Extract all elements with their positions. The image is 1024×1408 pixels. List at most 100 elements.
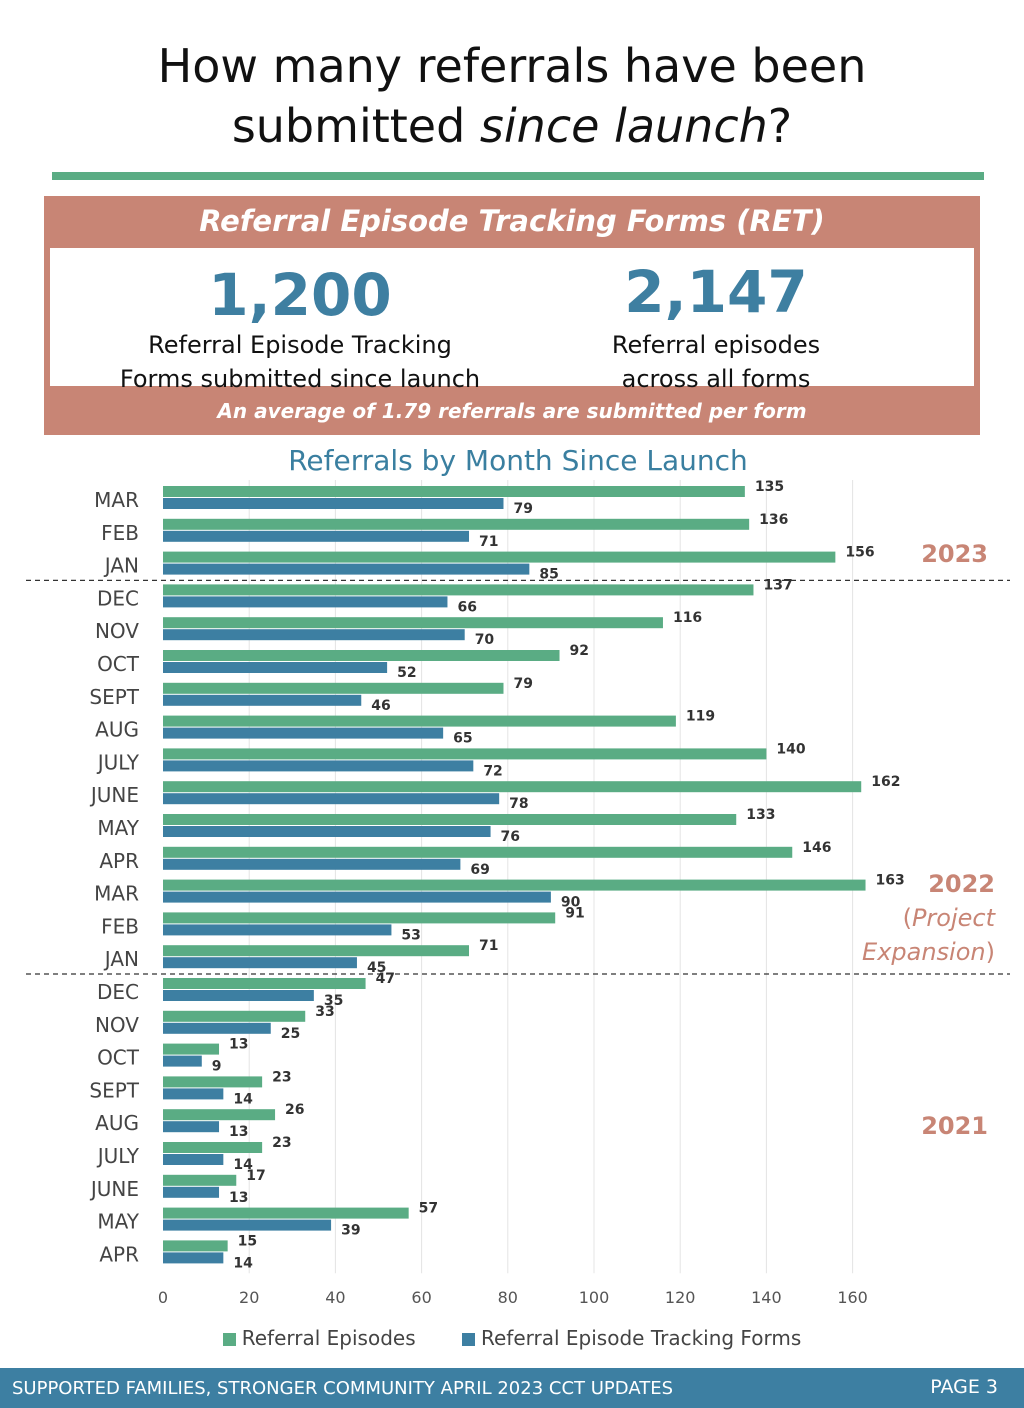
title-divider [52,172,984,180]
data-label-forms: 66 [457,599,476,615]
bar-forms [163,530,470,542]
chart-title: Referrals by Month Since Launch [288,444,748,477]
bar-forms [163,793,500,805]
legend-swatch-forms [462,1333,475,1346]
bar-forms [163,990,314,1001]
bar-episodes [163,912,556,924]
bar-forms [163,1055,202,1067]
data-label-forms: 14 [233,1255,253,1271]
bar-forms [163,662,388,673]
data-label-episodes: 135 [755,479,784,495]
stat-forms-value: 1,200 [208,261,392,329]
chart-x-tick-labels: 0 20 40 60 80 100 120 140 160 [158,1288,868,1307]
chart-category-labels: MAR FEB JAN DEC NOV OCT SEPT AUG JULY JUNE MAY APR M… [89,488,140,1266]
data-label-episodes: 92 [570,643,589,659]
category-label: SEPT [89,1078,139,1102]
bar-episodes [163,1076,263,1088]
stat-episodes: 2,147 Referral episodes across all forms [526,256,906,396]
chart-bars [163,486,866,1264]
category-label: JUNE [89,783,139,807]
data-label-episodes: 23 [272,1069,291,1085]
stat-episodes-value: 2,147 [624,258,808,326]
bar-episodes [163,814,737,825]
data-label-episodes: 26 [285,1102,304,1118]
bar-forms [163,891,551,903]
chart-gridlines [248,480,854,1274]
ret-summary-panel: Referral Episode Tracking Forms (RET) 1,… [44,196,980,435]
bar-episodes [163,650,560,661]
bar-forms [163,1022,271,1034]
year-label-2023: 2023 [921,540,988,568]
data-label-episodes: 140 [776,741,805,757]
category-label: AUG [95,1111,139,1135]
category-label: AUG [95,718,139,742]
bar-episodes [163,879,866,891]
year-label-2022: 2022 [928,870,995,898]
data-label-episodes: 33 [315,1004,334,1020]
stat-episodes-label-2: across all forms [621,365,811,393]
bar-forms [163,498,504,509]
bar-episodes [163,518,750,530]
title-line-2-start: submitted [231,99,480,153]
data-label-episodes: 137 [763,577,792,593]
data-label-forms: 9 [212,1059,222,1075]
page-number: PAGE 3 [930,1376,998,1398]
category-label: FEB [101,521,139,545]
category-label: JAN [103,947,139,971]
category-label: OCT [97,1046,140,1070]
stat-episodes-label-1: Referral episodes [611,331,821,359]
bar-episodes [163,1109,276,1121]
page-title: How many referrals have been submitted s… [0,36,1024,156]
chart-data-labels: 1357913671156851376611670925279461196514… [212,479,905,1271]
bar-forms [163,629,465,641]
title-line-1: How many referrals have been [157,39,867,93]
x-tick-label: 40 [325,1288,345,1307]
data-label-forms: 79 [513,501,532,517]
bar-episodes [163,978,366,989]
x-tick-label: 0 [158,1288,168,1307]
data-label-episodes: 23 [272,1135,291,1151]
category-label: SEPT [89,685,139,709]
category-label: FEB [101,914,139,938]
data-label-forms: 39 [341,1223,360,1239]
year-label-2021: 2021 [921,1112,988,1140]
bar-forms [163,1154,224,1165]
data-label-forms: 45 [367,960,386,976]
referrals-bar-chart: 1357913671156851376611670925279461196514… [26,479,1010,1307]
bar-forms [163,1252,224,1264]
bar-episodes [163,1240,228,1252]
bar-forms [163,727,444,739]
data-label-forms: 14 [233,1157,253,1173]
data-label-episodes: 162 [871,774,900,790]
stat-forms-label-2: Forms submitted since launch [119,365,481,393]
bar-forms [163,1186,220,1198]
bar-episodes [163,682,504,694]
year-labels: 2023 2022 (Project Expansion) 2021 [862,540,997,1140]
data-label-forms: 78 [509,796,528,812]
data-label-episodes: 79 [513,676,532,692]
category-label: OCT [97,652,140,676]
bar-forms [163,694,362,706]
category-label: NOV [95,619,139,643]
footer-title: SUPPORTED FAMILIES, STRONGER COMMUNITY A… [12,1378,674,1399]
category-label: APR [99,849,139,873]
data-label-episodes: 156 [845,545,874,561]
page-footer: SUPPORTED FAMILIES, STRONGER COMMUNITY A… [0,1368,1024,1408]
bar-episodes [163,781,862,793]
x-tick-label: 100 [579,1288,610,1307]
category-label: MAY [97,816,139,840]
x-tick-label: 140 [751,1288,782,1307]
data-label-forms: 35 [324,993,343,1009]
year-label-2022-sub-1: (Project [903,904,997,932]
bar-episodes [163,551,836,563]
category-label: NOV [95,1013,139,1037]
category-label: DEC [97,586,139,610]
category-label: JUNE [89,1177,139,1201]
legend-item-forms: Referral Episode Tracking Forms [462,1326,801,1350]
year-separators [26,579,1010,975]
data-label-forms: 70 [475,632,495,648]
title-line-2-emphasis: since launch [479,99,768,153]
data-label-forms: 69 [470,862,489,878]
data-label-episodes: 136 [759,512,788,528]
data-label-episodes: 119 [686,709,715,725]
